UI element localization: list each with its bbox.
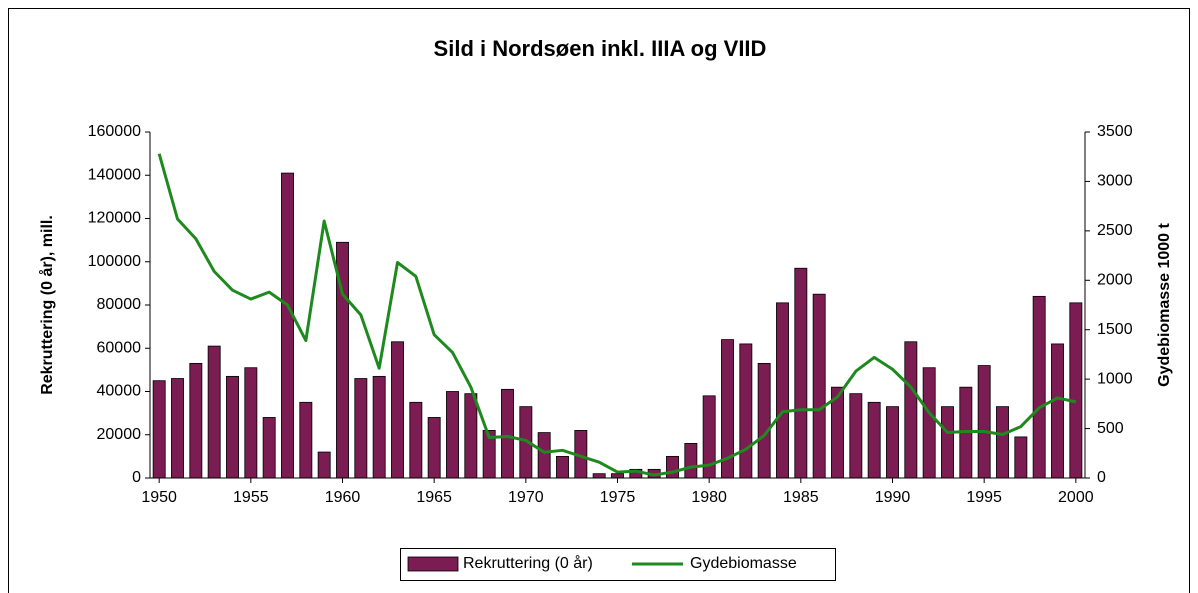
- chart-title: Sild i Nordsøen inkl. IIIA og VIID: [434, 36, 767, 61]
- y-tick-label: 60000: [97, 339, 142, 356]
- y-tick-label: 160000: [88, 123, 141, 140]
- bar: [776, 302, 789, 479]
- y-tick-label: 0: [132, 469, 141, 486]
- bar: [556, 455, 569, 479]
- x-tick-label: 1955: [233, 489, 269, 506]
- y-tick-label: 80000: [97, 296, 142, 313]
- bar: [464, 393, 478, 479]
- y2-tick-label: 3500: [1097, 123, 1133, 140]
- bar: [904, 341, 918, 479]
- legend-label: Rekruttering (0 år): [463, 554, 593, 572]
- y2-tick-label: 500: [1097, 420, 1124, 437]
- y-tick-label: 40000: [97, 383, 142, 400]
- bar: [1051, 343, 1064, 479]
- bar: [171, 378, 184, 479]
- bar: [354, 378, 368, 479]
- bar: [867, 401, 881, 479]
- x-tick-label: 2000: [1058, 489, 1094, 506]
- bar: [281, 172, 294, 479]
- x-tick-label: 1990: [875, 489, 911, 506]
- bar: [427, 417, 441, 479]
- y2-tick-label: 3000: [1097, 173, 1133, 190]
- x-tick-label: 1960: [325, 489, 361, 506]
- bar: [1069, 302, 1083, 479]
- bar: [409, 401, 423, 479]
- bar: [886, 406, 899, 479]
- y2-tick-label: 2000: [1097, 272, 1133, 289]
- legend-label: Gydebiomasse: [690, 555, 797, 572]
- bar: [1032, 295, 1046, 479]
- bar: [849, 393, 863, 479]
- bar: [391, 341, 404, 479]
- x-tick-label: 1975: [600, 489, 636, 506]
- legend-swatch: [407, 556, 459, 572]
- y-tick-label: 100000: [88, 253, 141, 270]
- y2-tick-label: 0: [1097, 469, 1106, 486]
- bar: [207, 345, 221, 479]
- bar: [611, 473, 624, 479]
- bar: [941, 406, 954, 479]
- bar: [317, 451, 331, 479]
- y-tick-label: 120000: [88, 210, 141, 227]
- bar: [262, 417, 276, 479]
- legend: [400, 548, 836, 581]
- x-tick-label: 1995: [966, 489, 1002, 506]
- line: [157, 153, 1077, 477]
- bar: [299, 401, 313, 479]
- bar: [189, 362, 203, 479]
- y-tick-label: 140000: [88, 166, 141, 183]
- x-tick-label: 1970: [508, 489, 544, 506]
- x-tick-label: 1980: [691, 489, 727, 506]
- bar: [794, 267, 808, 479]
- y-axis-title: Rekruttering (0 år), mill.: [38, 215, 56, 395]
- bar: [812, 293, 826, 479]
- y2-tick-label: 1000: [1097, 370, 1133, 387]
- bar: [226, 375, 239, 479]
- bar: [152, 380, 166, 479]
- bar: [684, 442, 698, 479]
- bar: [244, 367, 258, 479]
- y-tick-label: 20000: [97, 426, 142, 443]
- bar: [996, 406, 1009, 479]
- bar: [757, 362, 771, 479]
- bar: [537, 432, 551, 479]
- bar: [739, 343, 753, 479]
- bar: [592, 473, 606, 479]
- x-tick-label: 1965: [416, 489, 452, 506]
- bar: [1014, 436, 1028, 479]
- chart-frame: [8, 8, 1190, 593]
- bar: [372, 375, 386, 479]
- y2-tick-label: 1500: [1097, 321, 1133, 338]
- x-tick-label: 1985: [783, 489, 819, 506]
- bar: [501, 388, 514, 479]
- bar: [666, 455, 679, 479]
- bar: [977, 365, 991, 479]
- y2-axis-title: Gydebiomasse 1000 t: [1156, 223, 1173, 387]
- y2-tick-label: 2500: [1097, 222, 1133, 239]
- bar: [922, 367, 936, 479]
- x-tick-label: 1950: [141, 489, 177, 506]
- bar: [446, 391, 459, 479]
